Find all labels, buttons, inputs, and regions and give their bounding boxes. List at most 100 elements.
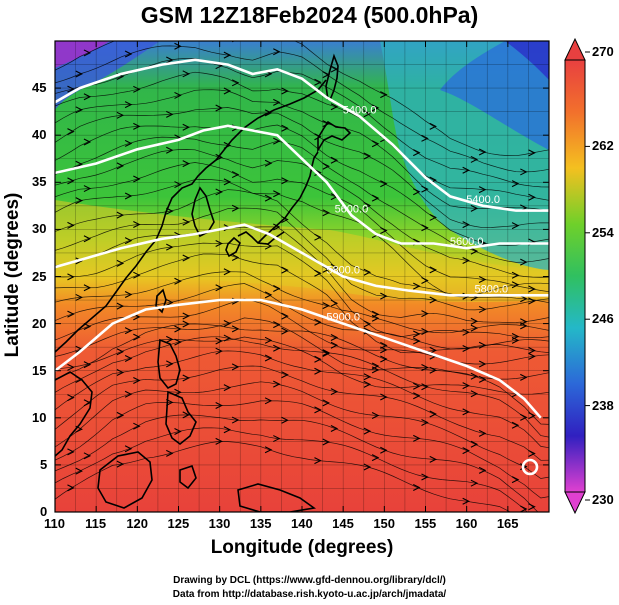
stream-arrow: [314, 355, 322, 363]
streamline: [55, 441, 511, 512]
stream-arrow: [166, 110, 174, 118]
streamline: [55, 283, 549, 350]
colorbar-tick-label: 246: [592, 311, 614, 327]
streamline: [55, 323, 549, 425]
streamline: [55, 226, 549, 323]
stream-arrow: [273, 137, 281, 145]
stream-arrow: [166, 449, 174, 457]
stream-arrow: [330, 103, 339, 111]
stream-arrow: [413, 282, 421, 290]
stream-arrow: [478, 305, 487, 313]
stream-arrow: [528, 449, 536, 457]
stream-arrow: [67, 310, 75, 318]
stream-arrow: [182, 254, 190, 262]
stream-arrow: [314, 133, 322, 141]
x-tick-label: 115: [85, 516, 107, 531]
stream-arrow: [174, 388, 182, 396]
stream-arrow: [528, 503, 536, 511]
stream-arrow: [215, 401, 223, 409]
stream-arrow: [174, 277, 182, 285]
stream-arrow: [371, 104, 380, 112]
stream-arrow: [67, 363, 75, 371]
stream-arrow: [470, 324, 479, 332]
streamline: [55, 427, 528, 512]
stream-arrow: [478, 186, 487, 194]
streamline: [55, 350, 549, 449]
stream-arrow: [421, 185, 429, 193]
stream-arrow: [470, 155, 479, 163]
stream-arrow: [322, 349, 330, 357]
stream-arrow: [528, 149, 536, 157]
stream-arrow: [116, 259, 125, 267]
stream-arrow: [314, 406, 322, 414]
stream-arrow: [322, 209, 330, 217]
stream-arrow: [314, 318, 322, 326]
stream-arrow: [273, 223, 281, 231]
yellow-band: [55, 200, 549, 302]
stream-arrow: [470, 204, 479, 212]
colorbar: [564, 37, 590, 515]
stream-arrow: [380, 393, 388, 401]
stream-arrow: [413, 392, 421, 400]
stream-arrow: [470, 247, 479, 255]
stream-arrow: [478, 466, 487, 474]
contour-label: 5800.0: [326, 265, 360, 277]
x-tick-label: 135: [249, 516, 272, 531]
stream-arrow: [182, 411, 190, 419]
stream-arrow: [182, 70, 190, 78]
stream-arrow: [421, 419, 429, 427]
stream-arrow: [83, 361, 92, 369]
contour-label: 5600.0: [450, 236, 484, 248]
stream-arrow: [511, 271, 520, 279]
stream-arrow: [330, 341, 339, 349]
cold-region-nw: [55, 41, 160, 110]
stream-arrow: [380, 91, 388, 99]
stream-arrow: [264, 336, 273, 344]
stream-arrow: [133, 85, 141, 93]
cold-core-ne: [440, 41, 549, 150]
stream-arrow: [75, 70, 83, 78]
x-tick-label: 140: [291, 516, 313, 531]
colorbar-tick-label: 262: [592, 138, 614, 154]
streamline: [55, 207, 549, 311]
stream-arrow: [421, 134, 429, 142]
stream-arrow: [363, 427, 372, 435]
stream-arrow: [174, 91, 182, 99]
stream-arrow: [116, 302, 125, 310]
stream-arrow: [83, 452, 92, 460]
stream-arrow: [166, 56, 174, 64]
stream-arrow: [124, 50, 133, 58]
stream-arrow: [421, 224, 429, 232]
coast-luzon: [157, 338, 181, 390]
stream-arrow: [166, 298, 174, 306]
stream-arrow: [429, 455, 437, 463]
stream-arrow: [273, 48, 281, 56]
stream-arrow: [363, 201, 372, 209]
stream-arrow: [83, 93, 92, 101]
stream-arrow: [371, 194, 380, 202]
stream-arrow: [380, 180, 388, 188]
stream-arrow: [215, 347, 223, 355]
streamline: [55, 414, 539, 512]
stream-arrow: [215, 104, 223, 112]
coast-kyushu: [225, 236, 241, 258]
y-tick-marks: [55, 87, 549, 513]
stream-arrow: [413, 330, 421, 338]
stream-arrow: [116, 211, 125, 219]
stream-arrow: [421, 473, 429, 481]
stream-arrow: [273, 435, 281, 443]
y-tick-label: 5: [40, 456, 48, 472]
stream-arrow: [363, 268, 372, 276]
stream-arrow: [528, 347, 536, 355]
stream-arrow: [281, 266, 289, 274]
stream-arrow: [429, 346, 437, 354]
stream-arrow: [182, 123, 190, 131]
stream-arrow: [421, 276, 429, 284]
stream-arrow: [116, 111, 125, 119]
stream-arrow: [363, 380, 372, 388]
streamline: [55, 365, 549, 461]
stream-arrow: [520, 505, 528, 512]
stream-arrow: [231, 204, 240, 212]
x-tick-label: 155: [414, 516, 437, 531]
streamline: [55, 253, 549, 354]
